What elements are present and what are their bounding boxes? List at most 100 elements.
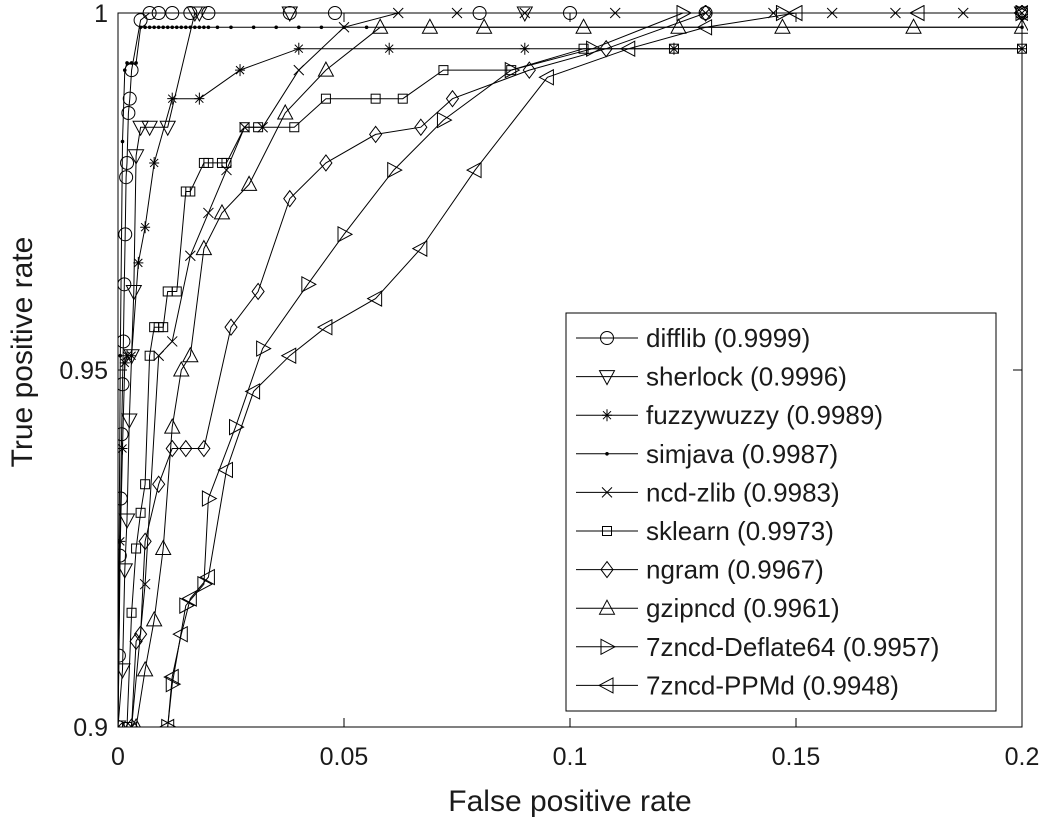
marker-triangle-right [504, 61, 521, 79]
marker-square [158, 322, 169, 333]
marker-square [221, 157, 232, 168]
marker-triangle-left [199, 568, 215, 586]
marker-x [139, 578, 151, 590]
marker-dot [605, 452, 609, 456]
marker-diamond [698, 5, 713, 22]
y-axis-title: True positive rate [6, 237, 39, 468]
marker-dot [118, 725, 120, 727]
series-sherlock [118, 6, 1028, 727]
marker-circle [142, 6, 157, 20]
marker-x [221, 164, 232, 176]
marker-diamond [124, 718, 139, 727]
marker-circle [119, 170, 134, 185]
marker-triangle-up [195, 239, 213, 256]
x-tick-label: 0.05 [320, 743, 369, 771]
marker-triangle-down [516, 6, 534, 23]
marker-diamond [319, 154, 333, 172]
legend-item-simjava: simjava (0.9987) [576, 439, 838, 469]
marker-diamond [251, 282, 265, 301]
marker-triangle-left [172, 625, 188, 643]
marker-triangle-left [908, 5, 925, 22]
marker-triangle-right [775, 5, 792, 22]
marker-dot [161, 25, 165, 30]
marker-square [1017, 43, 1027, 54]
marker-triangle-left [696, 18, 713, 36]
marker-circle [165, 6, 180, 20]
marker-x [609, 7, 621, 19]
series-line-7zncd-PPMd [167, 12, 1022, 727]
marker-dot [138, 25, 143, 30]
marker-star [118, 535, 126, 548]
marker-triangle-right [256, 340, 272, 357]
marker-x [338, 21, 350, 33]
marker-dot [197, 25, 202, 30]
marker-square [171, 286, 182, 297]
marker-diamond [197, 439, 211, 458]
marker-x [153, 350, 165, 362]
marker-star [140, 221, 151, 234]
marker-star [384, 42, 395, 55]
legend-label: sherlock (0.9996) [646, 362, 847, 392]
marker-diamond [414, 118, 428, 137]
marker-triangle-down [127, 149, 145, 165]
marker-diamond [369, 125, 383, 144]
marker-diamond [165, 439, 179, 458]
marker-square [578, 43, 589, 54]
marker-star [133, 256, 144, 269]
series-7zncd-Deflate64 [161, 5, 1028, 727]
marker-dot [129, 61, 134, 65]
legend-item-fuzzywuzzy: fuzzywuzzy (0.9989) [576, 400, 883, 430]
marker-dot [251, 25, 256, 30]
legend: difflib (0.9999) sherlock (0.9996) fuzzywu… [565, 312, 997, 712]
marker-triangle-down [120, 413, 138, 430]
marker-triangle-right [229, 418, 245, 436]
marker-x [203, 207, 214, 219]
marker-triangle-left [786, 5, 803, 22]
legend-label: sklearn (0.9973) [646, 516, 834, 546]
marker-circle [118, 377, 130, 392]
marker-square [135, 507, 146, 518]
marker-triangle-down [125, 284, 143, 301]
x-tick-label: 0.15 [772, 743, 821, 771]
marker-x [519, 7, 531, 19]
marker-dot [165, 25, 170, 30]
marker-dot [184, 25, 188, 30]
marker-x [601, 487, 613, 498]
marker-triangle-up [131, 717, 141, 727]
marker-x [392, 7, 404, 19]
marker-square [602, 526, 612, 536]
marker-square [289, 122, 300, 133]
marker-circle [118, 427, 129, 442]
marker-triangle-left [538, 68, 554, 86]
marker-square [131, 543, 142, 554]
marker-triangle-up [145, 610, 163, 627]
marker-triangle-up [575, 18, 592, 34]
marker-dot [364, 25, 369, 30]
marker-triangle-right [161, 718, 177, 727]
marker-square [253, 122, 264, 133]
marker-triangle-right [586, 40, 602, 58]
marker-star [194, 92, 205, 105]
marker-triangle-down [598, 370, 616, 386]
marker-dot [202, 25, 206, 30]
marker-dot [297, 25, 301, 30]
marker-dot [193, 25, 197, 30]
marker-square [203, 157, 214, 168]
marker-diamond [129, 632, 143, 651]
marker-circle [151, 6, 166, 20]
marker-circle [122, 91, 137, 106]
marker-triangle-right [201, 490, 218, 507]
legend-item-7zncd-PPMd: 7zncd-PPMd (0.9948) [576, 670, 899, 700]
marker-diamond [179, 439, 193, 458]
marker-triangle-up [598, 599, 616, 615]
legend-label: difflib (0.9999) [646, 323, 810, 353]
marker-star [602, 409, 612, 422]
marker-star [519, 42, 530, 55]
marker-triangle-down [141, 120, 158, 137]
marker-triangle-left [1012, 5, 1028, 22]
marker-star [293, 42, 304, 55]
marker-triangle-up [421, 18, 439, 34]
marker-dot [147, 25, 152, 30]
marker-square [370, 93, 381, 104]
marker-triangle-up [1013, 18, 1028, 34]
